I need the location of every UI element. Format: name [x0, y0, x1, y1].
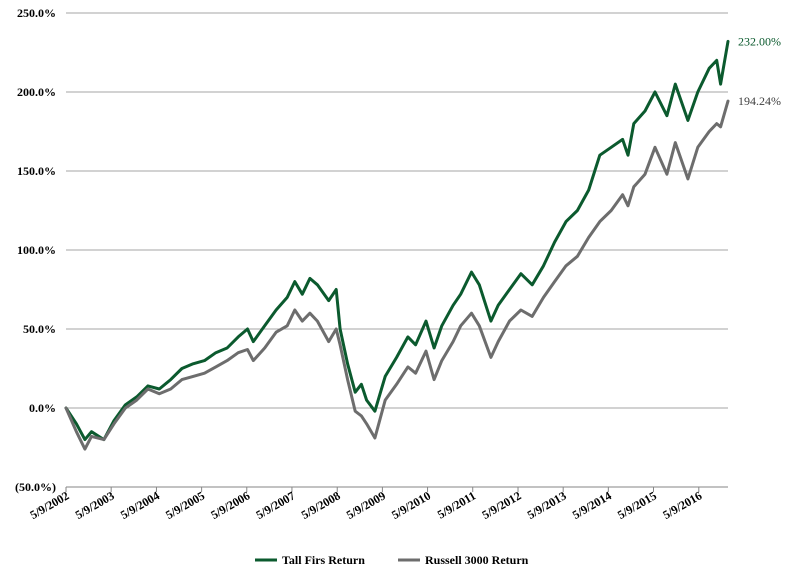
- y-tick-label: (50.0%): [15, 480, 56, 494]
- series-line-russell-3000-return: [64, 99, 730, 451]
- gridlines: [66, 12, 728, 409]
- x-tick-label: 5/9/2006: [208, 488, 252, 521]
- x-tick-label: 5/9/2007: [253, 488, 297, 521]
- series-lines: [64, 39, 730, 451]
- y-tick-label: 0.0%: [29, 401, 56, 415]
- legend-label-tall-firs-return: Tall Firs Return: [282, 553, 365, 567]
- y-tick-label: 250.0%: [17, 6, 56, 20]
- x-tick-label: 5/9/2008: [299, 488, 343, 521]
- y-tick-label: 150.0%: [17, 164, 56, 178]
- y-tick-label: 100.0%: [17, 243, 56, 257]
- x-tick-label: 5/9/2010: [389, 488, 433, 521]
- x-tick-label: 5/9/2013: [525, 488, 569, 521]
- x-tick-label: 5/9/2016: [660, 488, 704, 521]
- y-tick-label: 50.0%: [23, 322, 56, 336]
- series-end-labels: 232.00% 194.24%: [738, 34, 781, 108]
- x-tick-label: 5/9/2005: [163, 488, 207, 521]
- x-tick-label: 5/9/2014: [570, 488, 614, 521]
- y-axis-tick-labels: (50.0%) 0.0% 50.0% 100.0% 150.0% 200.0% 250.0%: [15, 6, 56, 494]
- y-tick-label: 200.0%: [17, 85, 56, 99]
- end-label-russell-3000-return: 194.24%: [738, 94, 781, 108]
- series-line-tall-firs-return: [64, 39, 730, 442]
- x-tick-label: 5/9/2012: [480, 488, 524, 521]
- x-axis: [65, 486, 728, 492]
- x-tick-label: 5/9/2015: [615, 488, 659, 521]
- legend: Tall Firs Return Russell 3000 Return: [255, 553, 529, 567]
- x-tick-label: 5/9/2004: [118, 488, 162, 521]
- legend-label-russell-3000-return: Russell 3000 Return: [425, 553, 529, 567]
- end-label-tall-firs-return: 232.00%: [738, 34, 781, 48]
- x-tick-label: 5/9/2011: [435, 488, 478, 521]
- x-axis-tick-labels: 5/9/2002 5/9/2003 5/9/2004 5/9/2005 5/9/2006…: [28, 488, 705, 521]
- x-tick-label: 5/9/2003: [73, 488, 117, 521]
- x-tick-label: 5/9/2009: [344, 488, 388, 521]
